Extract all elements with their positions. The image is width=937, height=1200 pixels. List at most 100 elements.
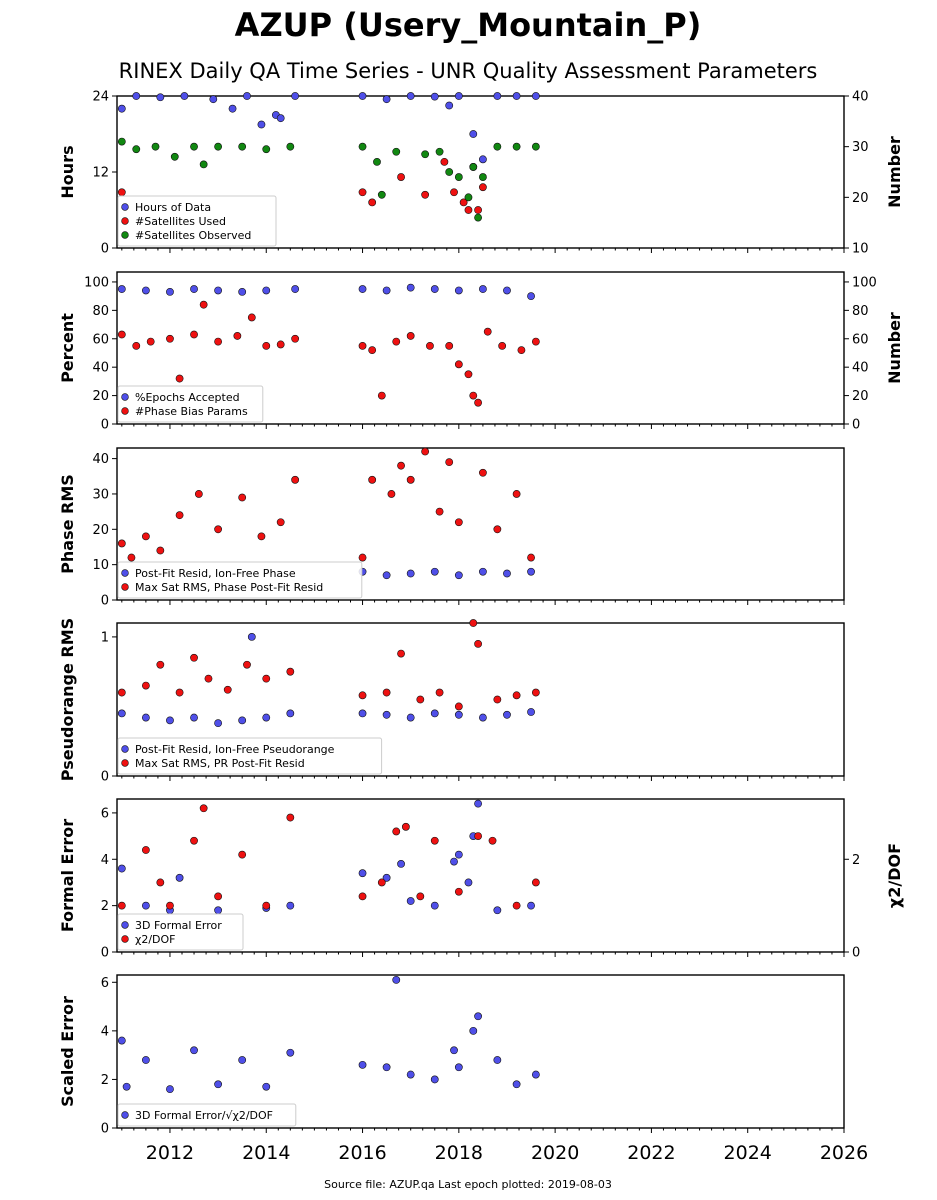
y-tick-label: 4: [101, 1024, 109, 1039]
x-tick-label: 2024: [724, 1142, 772, 1164]
data-point: [214, 1080, 223, 1089]
y-tick-label: 2: [101, 899, 109, 914]
data-point: [156, 546, 165, 555]
data-point: [512, 490, 521, 498]
data-point: [430, 285, 439, 293]
y-tick-label: 20: [92, 523, 109, 538]
data-point: [512, 142, 521, 151]
data-point: [382, 710, 391, 719]
data-point: [512, 691, 521, 700]
data-point: [469, 619, 478, 627]
data-point: [238, 287, 247, 296]
data-point: [406, 897, 415, 905]
data-point: [474, 213, 482, 222]
data-point: [190, 142, 198, 151]
data-point: [214, 337, 223, 346]
data-point: [406, 475, 415, 484]
data-point: [450, 857, 458, 866]
data-point: [479, 155, 487, 164]
data-point: [151, 142, 160, 151]
data-point: [454, 173, 463, 181]
y-tick-label: 100: [84, 275, 109, 290]
y-tick-label: 0: [101, 770, 109, 785]
data-point: [291, 475, 300, 484]
data-point: [406, 569, 415, 578]
data-point: [286, 142, 295, 151]
data-point: [262, 145, 271, 154]
data-point: [358, 285, 367, 293]
y-tick-label: 80: [92, 304, 109, 319]
data-point: [382, 873, 391, 882]
data-point: [454, 887, 463, 896]
y-tick-label: 0: [101, 946, 109, 961]
data-point: [397, 173, 405, 181]
data-point: [358, 691, 367, 700]
data-point: [166, 901, 174, 910]
data-point: [406, 332, 415, 340]
x-tick-label: 2014: [242, 1142, 290, 1164]
data-point: [257, 120, 266, 129]
data-point: [435, 507, 444, 516]
data-point: [469, 1026, 478, 1035]
legend-marker: [121, 217, 129, 225]
data-point: [238, 493, 247, 502]
y-axis-label: Formal Error: [58, 819, 77, 932]
data-point: [479, 567, 487, 576]
y-tick-label: 0: [101, 1122, 109, 1137]
y-axis-label: Scaled Error: [58, 996, 77, 1107]
legend-label: Max Sat RMS, PR Post-Fit Resid: [135, 757, 305, 770]
data-point: [454, 518, 463, 527]
legend-marker: [121, 1111, 129, 1119]
data-point: [459, 198, 468, 207]
data-point: [199, 804, 208, 813]
figure-footer: Source file: AZUP.qa Last epoch plotted:…: [324, 1178, 612, 1191]
y-tick-label: 12: [92, 166, 109, 181]
data-point: [262, 286, 271, 295]
data-point: [454, 1063, 463, 1072]
y2-tick-label: 40: [852, 361, 869, 376]
data-point: [382, 95, 391, 104]
data-point: [382, 688, 391, 697]
data-point: [214, 719, 223, 728]
y2-tick-label: 0: [852, 946, 860, 961]
data-point: [132, 145, 141, 154]
data-point: [199, 300, 208, 309]
figure-title: AZUP (Usery_Mountain_P): [235, 6, 702, 44]
data-point: [262, 1082, 271, 1091]
y2-tick-label: 0: [852, 418, 860, 433]
data-point: [262, 901, 271, 910]
data-point: [531, 142, 540, 151]
data-point: [512, 901, 521, 910]
data-point: [190, 330, 198, 339]
legend-label: Hours of Data: [135, 201, 211, 214]
data-point: [512, 1080, 521, 1089]
data-point: [512, 92, 521, 100]
panel-2: 0 20 40 60 80 100 0 20 40 60 80 100 Percent Number %Ep…: [58, 271, 904, 433]
data-point: [377, 878, 386, 887]
data-point: [247, 633, 256, 641]
data-point: [382, 286, 391, 295]
data-point: [479, 285, 487, 293]
data-point: [474, 799, 482, 808]
data-point: [117, 188, 126, 197]
y-axis-label: Pseudorange RMS: [58, 618, 77, 781]
x-tick-label: 2020: [531, 1142, 579, 1164]
data-point: [406, 92, 415, 100]
data-point: [291, 285, 300, 293]
data-point: [209, 95, 218, 104]
data-point: [464, 206, 473, 214]
data-point: [397, 860, 405, 868]
y-axis-label: Phase RMS: [58, 474, 77, 574]
data-point: [469, 391, 478, 400]
data-point: [435, 147, 444, 156]
data-point: [233, 332, 242, 340]
data-point: [156, 878, 165, 887]
data-point: [228, 104, 237, 113]
y-tick-label: 24: [92, 90, 109, 105]
data-point: [531, 688, 540, 697]
data-point: [286, 901, 295, 910]
data-point: [397, 461, 405, 470]
legend-marker: [121, 231, 129, 239]
